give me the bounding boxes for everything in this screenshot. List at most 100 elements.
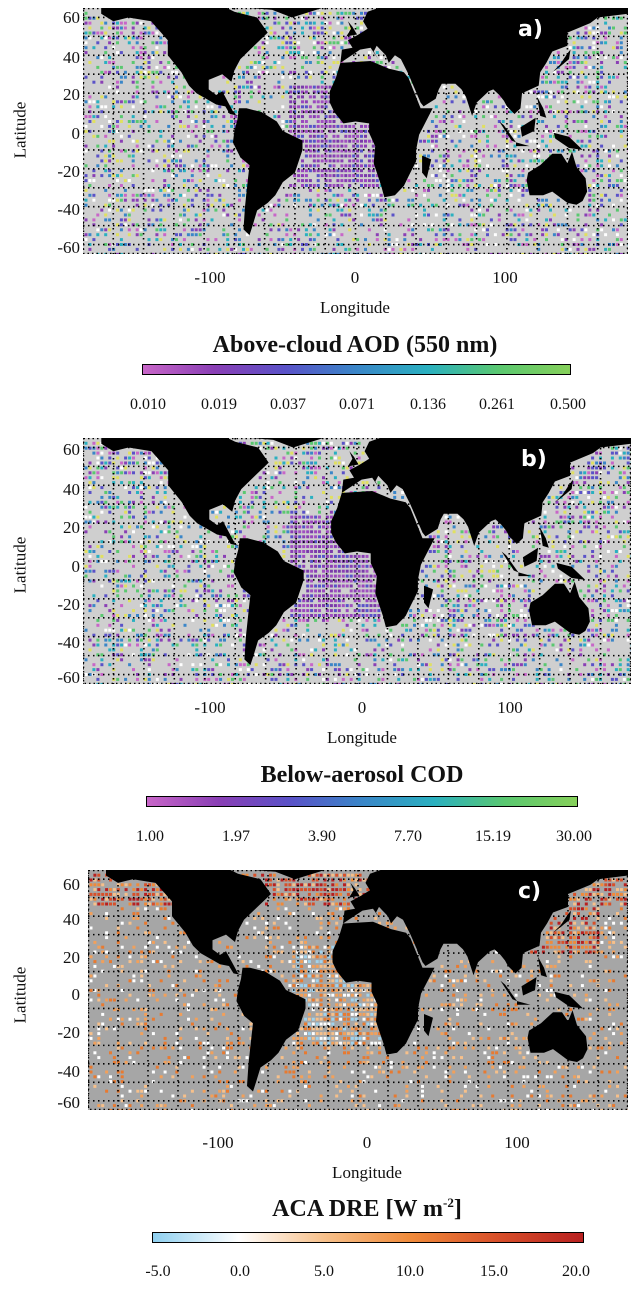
- land-mass: [422, 155, 432, 179]
- data-pixel: [610, 456, 614, 460]
- data-pixel: [488, 614, 492, 617]
- data-pixel: [340, 169, 344, 173]
- data-pixel: [214, 115, 218, 119]
- data-pixel: [308, 164, 312, 168]
- data-pixel: [147, 31, 151, 35]
- data-pixel: [603, 599, 606, 603]
- data-pixel: [587, 628, 591, 632]
- data-pixel: [163, 164, 167, 168]
- data-pixel: [420, 614, 424, 617]
- data-pixel: [112, 65, 116, 69]
- data-pixel: [143, 228, 147, 232]
- data-pixel: [249, 85, 253, 89]
- data-pixel: [537, 90, 541, 94]
- data-pixel: [128, 897, 132, 901]
- x-tick: 0: [350, 268, 360, 287]
- data-pixel: [432, 564, 436, 568]
- data-pixel: [194, 228, 198, 232]
- data-pixel: [505, 164, 509, 168]
- data-pixel: [155, 535, 159, 539]
- data-pixel: [163, 530, 167, 534]
- data-pixel: [555, 520, 559, 524]
- data-pixel: [265, 70, 269, 74]
- data-pixel: [314, 535, 318, 539]
- data-pixel: [314, 614, 318, 617]
- data-pixel: [302, 500, 306, 504]
- data-pixel: [127, 100, 131, 104]
- data-pixel: [238, 500, 242, 504]
- data-pixel: [316, 233, 320, 237]
- data-pixel: [253, 46, 257, 50]
- data-pixel: [306, 550, 310, 553]
- data-pixel: [529, 90, 533, 94]
- data-pixel: [227, 594, 230, 598]
- data-pixel: [580, 46, 584, 50]
- data-pixel: [448, 668, 452, 672]
- data-pixel: [458, 218, 462, 222]
- data-pixel: [579, 653, 583, 657]
- data-pixel: [573, 902, 577, 906]
- data-pixel: [132, 653, 135, 657]
- data-pixel: [531, 545, 535, 549]
- data-pixel: [345, 643, 349, 647]
- data-pixel: [367, 252, 371, 254]
- data-pixel: [88, 184, 92, 187]
- data-pixel: [132, 902, 136, 906]
- data-pixel: [290, 540, 294, 544]
- data-pixel: [186, 90, 190, 94]
- data-pixel: [231, 623, 234, 627]
- data-pixel: [320, 56, 324, 60]
- data-pixel: [328, 120, 332, 123]
- data-pixel: [210, 218, 214, 222]
- data-pixel: [584, 129, 588, 133]
- data-pixel: [318, 604, 321, 608]
- data-pixel: [600, 51, 604, 55]
- data-pixel: [302, 466, 306, 470]
- data-pixel: [556, 70, 560, 74]
- data-pixel: [88, 61, 92, 64]
- data-pixel: [446, 213, 450, 217]
- data-pixel: [308, 233, 312, 237]
- data-pixel: [96, 100, 100, 104]
- data-pixel: [253, 873, 257, 877]
- data-pixel: [543, 643, 547, 647]
- data-pixel: [505, 198, 509, 202]
- data-pixel: [409, 609, 413, 613]
- data-pixel: [320, 80, 324, 84]
- data-pixel: [310, 604, 314, 608]
- data-pixel: [310, 569, 314, 573]
- data-pixel: [591, 599, 595, 603]
- data-pixel: [603, 525, 606, 529]
- data-pixel: [310, 584, 314, 588]
- data-pixel: [371, 184, 375, 187]
- data-pixel: [614, 510, 618, 514]
- data-pixel: [505, 139, 509, 143]
- data-pixel: [306, 638, 310, 642]
- data-pixel: [312, 238, 316, 242]
- data-pixel: [136, 451, 139, 455]
- data-pixel: [564, 213, 568, 217]
- data-pixel: [139, 481, 143, 485]
- data-pixel: [314, 569, 318, 573]
- data-pixel: [315, 897, 319, 901]
- data-pixel: [517, 213, 521, 217]
- data-pixel: [580, 243, 584, 246]
- data-pixel: [521, 159, 525, 163]
- data-pixel: [167, 530, 171, 534]
- data-pixel: [308, 139, 312, 143]
- data-pixel: [270, 441, 274, 445]
- data-pixel: [409, 614, 413, 617]
- data-pixel: [575, 668, 579, 672]
- data-pixel: [608, 164, 611, 168]
- data-pixel: [262, 500, 266, 504]
- data-pixel: [377, 481, 381, 485]
- data-pixel: [354, 873, 358, 877]
- data-pixel: [579, 589, 583, 593]
- data-pixel: [606, 604, 610, 608]
- data-pixel: [308, 61, 312, 64]
- data-pixel: [371, 149, 375, 153]
- data-pixel: [365, 614, 369, 617]
- data-pixel: [84, 198, 88, 202]
- data-pixel: [464, 589, 468, 593]
- data-pixel: [568, 65, 572, 69]
